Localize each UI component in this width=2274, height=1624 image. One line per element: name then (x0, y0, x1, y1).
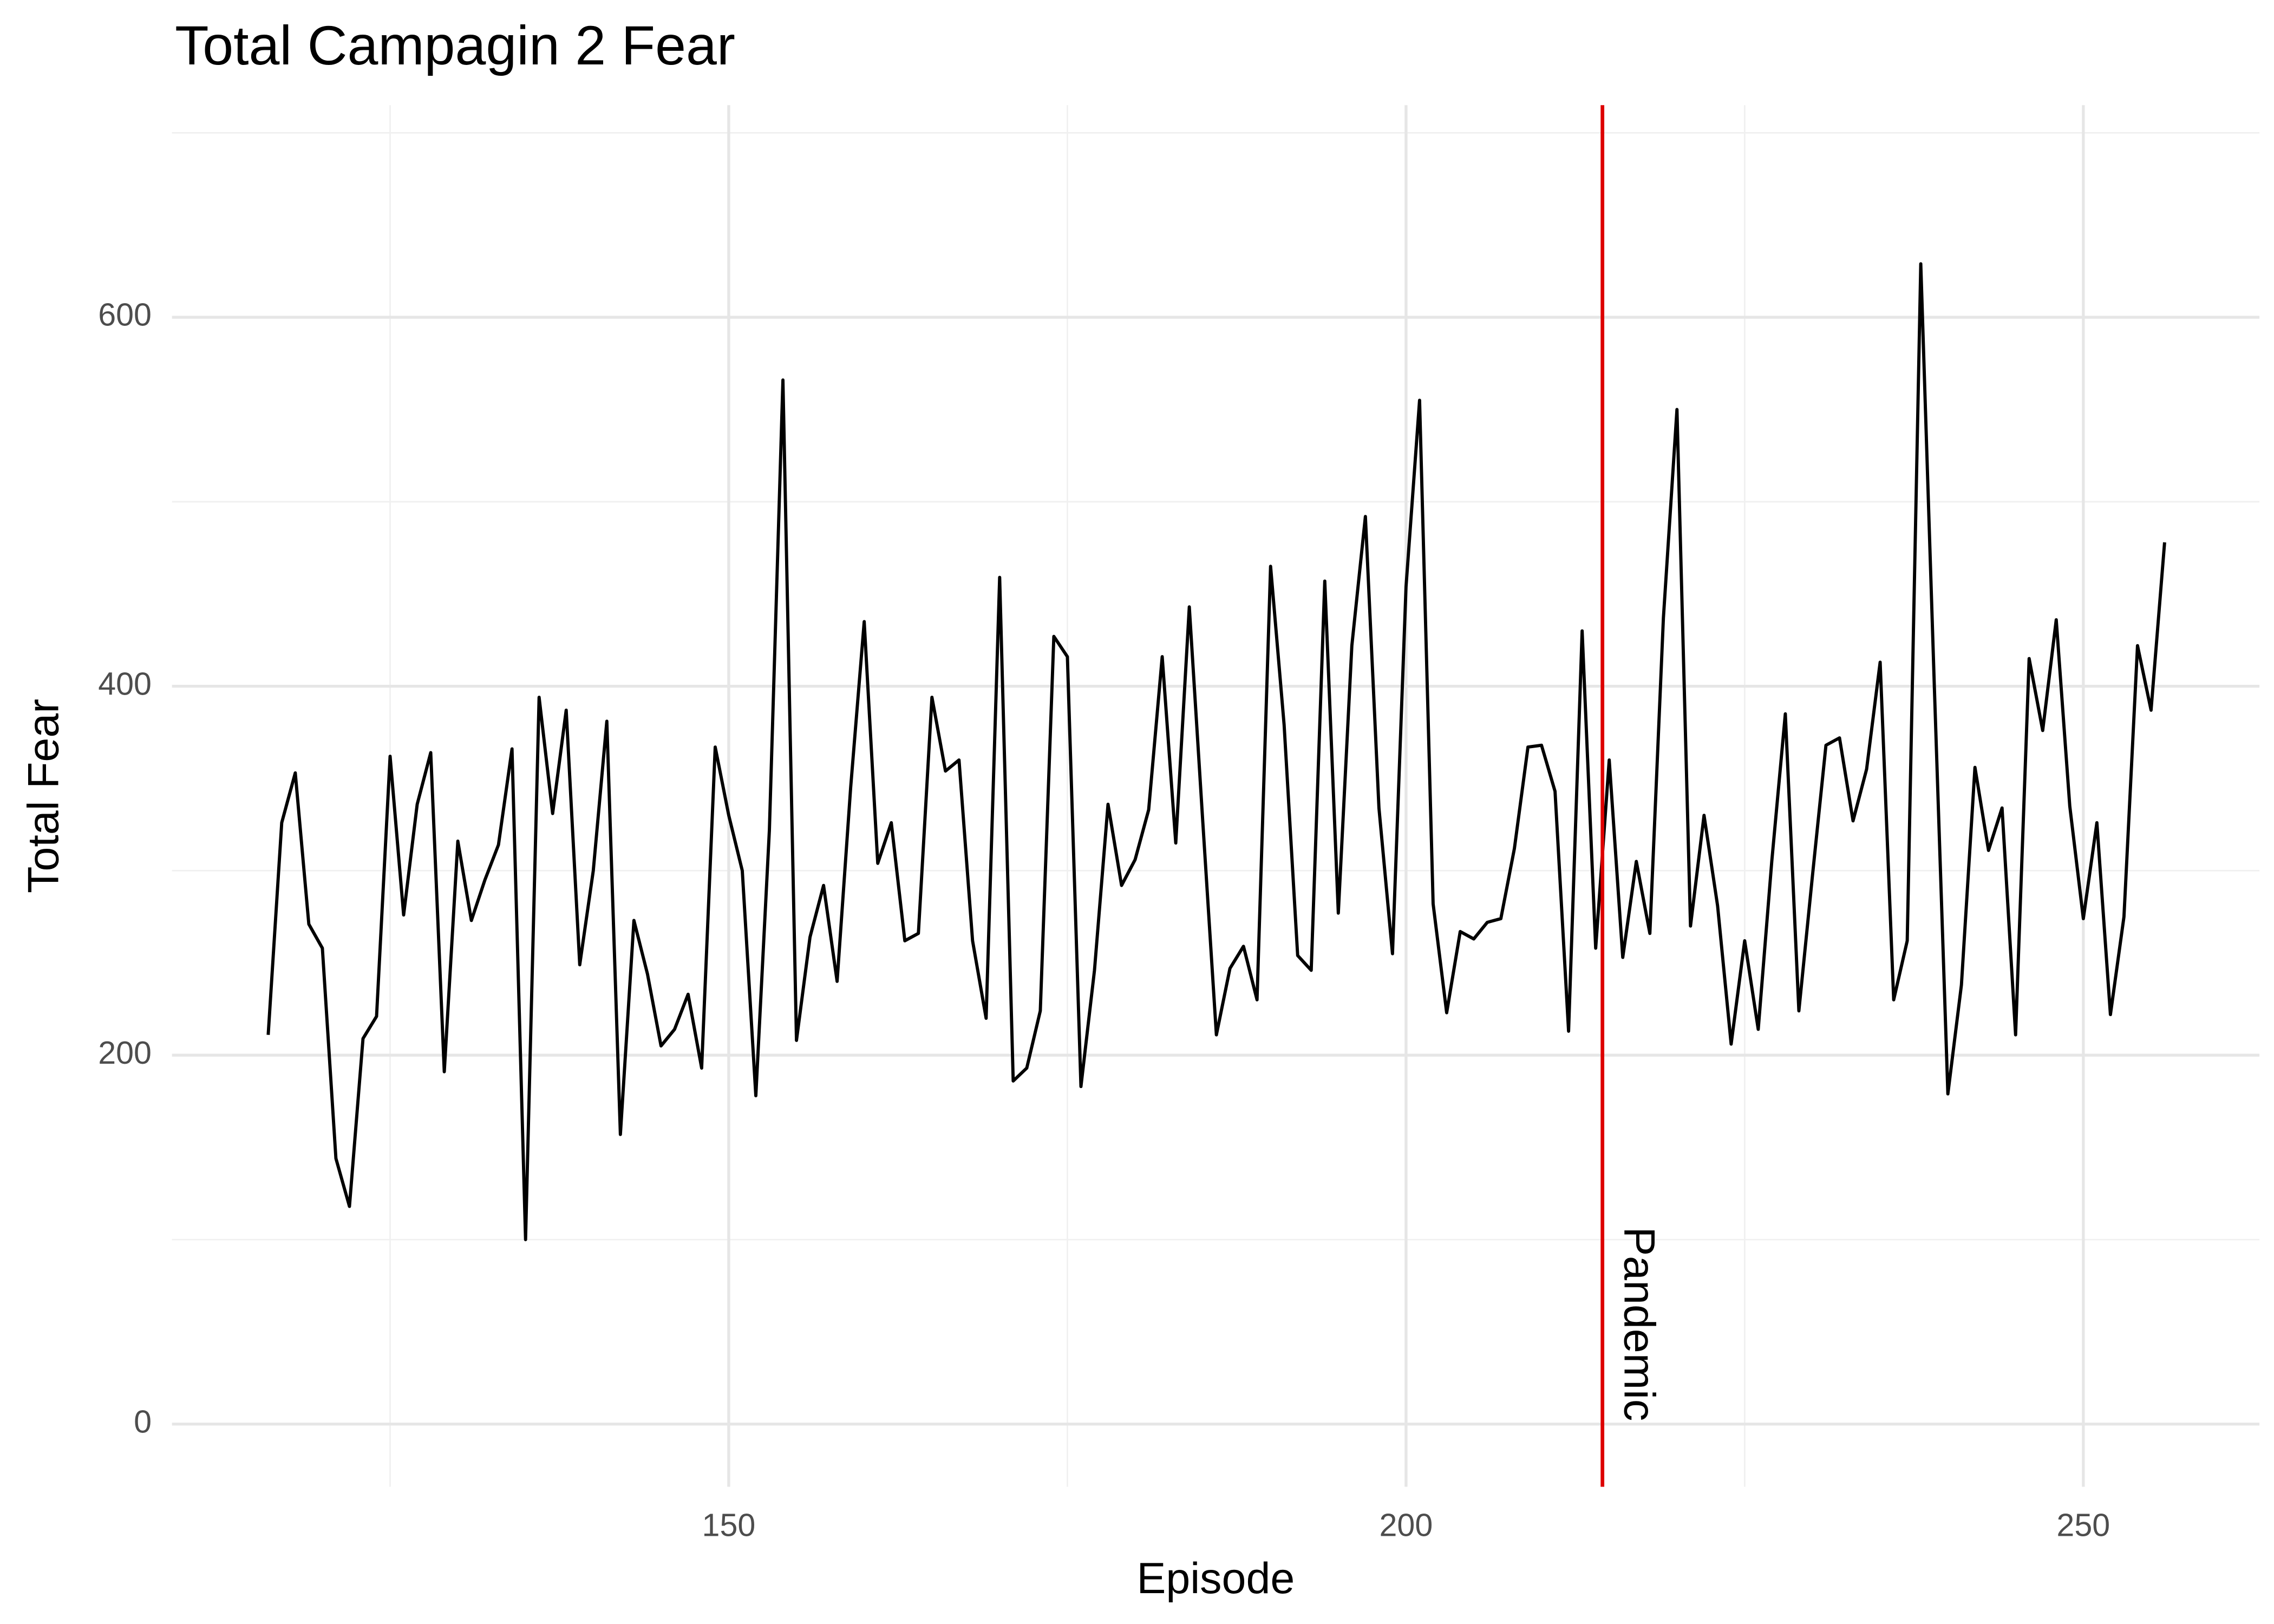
annotation-label: Pandemic (1615, 1227, 1663, 1421)
x-tick-label: 200 (1379, 1507, 1433, 1543)
y-axis-title: Total Fear (19, 699, 68, 893)
x-tick-label: 250 (2056, 1507, 2110, 1543)
y-tick-label: 0 (134, 1403, 152, 1439)
data-line (266, 262, 2166, 1241)
chart-title: Total Campagin 2 Fear (175, 14, 735, 76)
y-tick-label: 600 (98, 297, 152, 333)
y-tick-label: 200 (98, 1034, 152, 1071)
x-axis-title: Episode (1136, 1554, 1295, 1603)
x-tick-label: 150 (702, 1507, 756, 1543)
y-tick-label: 400 (98, 665, 152, 702)
